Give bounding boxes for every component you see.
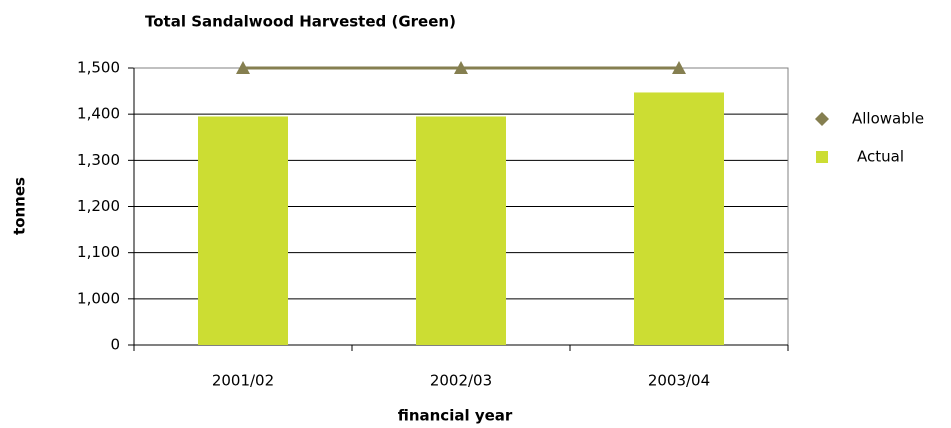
legend-label: Allowable [852,110,924,128]
marker [454,61,468,74]
y-tick-label: 1,200 [77,197,120,215]
y-tick-label: 1,500 [77,59,120,77]
legend-marker [815,112,829,126]
y-axis-label: tonnes [11,177,29,235]
y-tick-label: 1,000 [77,289,120,307]
y-tick-label: 1,100 [77,243,120,261]
marker [236,61,250,74]
bar [198,116,288,345]
x-tick-label: 2003/04 [648,372,710,390]
bar [416,116,506,345]
marker [672,61,686,74]
x-tick-label: 2002/03 [430,372,492,390]
y-tick-label: 1,400 [77,105,120,123]
y-tick-label: 0 [110,336,120,354]
y-tick-label: 1,300 [77,151,120,169]
chart-title: Total Sandalwood Harvested (Green) [145,13,456,31]
legend-label: Actual [857,148,904,166]
legend-marker [816,151,828,163]
bar [634,92,724,346]
x-axis-label: financial year [398,407,513,425]
x-tick-label: 2001/02 [212,372,274,390]
